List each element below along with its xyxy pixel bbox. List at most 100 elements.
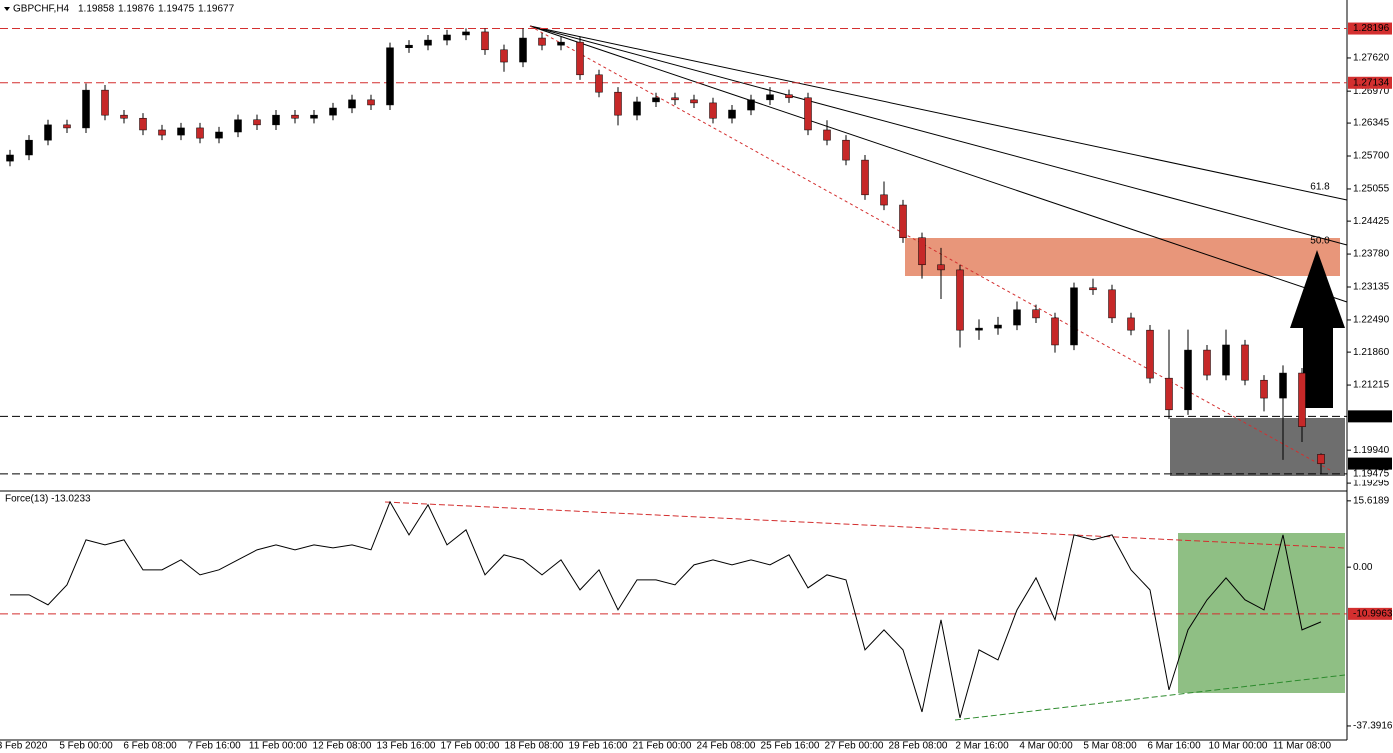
x-tick-label: 6 Feb 08:00 (123, 741, 177, 752)
symbol: GBPCHF,H4 (13, 4, 70, 15)
x-tick-label: 19 Feb 16:00 (569, 741, 628, 752)
candle-body (690, 99, 698, 104)
candle-body (1089, 287, 1097, 291)
candle-body (500, 49, 508, 63)
x-tick-label: 21 Feb 00:00 (633, 741, 692, 752)
x-tick-label: 18 Feb 08:00 (505, 741, 564, 752)
candle-body (823, 129, 831, 141)
x-tick-label: 25 Feb 16:00 (761, 741, 820, 752)
candle-body (842, 139, 850, 161)
candle-body (576, 41, 584, 76)
candle-body (747, 99, 755, 111)
candle-body (253, 119, 261, 126)
y-tick-label: 1.26970 (1353, 86, 1390, 97)
candle-body (82, 89, 90, 129)
ohlc: 1.19677 (198, 4, 235, 15)
level-label-bg (1348, 76, 1392, 89)
candle-body (424, 39, 432, 46)
ohlc: 1.19475 (158, 4, 195, 15)
candle-body (234, 119, 242, 133)
candle-body (481, 31, 489, 51)
y-tick-label: 1.27620 (1353, 53, 1390, 64)
x-tick-label: 6 Mar 16:00 (1147, 741, 1201, 752)
y-tick-label: 1.25700 (1353, 151, 1390, 162)
x-tick-label: 24 Feb 08:00 (697, 741, 756, 752)
candle-body (291, 114, 299, 119)
candle-body (215, 131, 223, 139)
candle-body (348, 99, 356, 109)
x-tick-label: 5 Mar 08:00 (1083, 741, 1137, 752)
x-tick-label: 3 Feb 2020 (0, 741, 48, 752)
y-tick-label: 1.19295 (1353, 478, 1390, 489)
trend-line (384, 501, 1346, 549)
candle-body (6, 154, 14, 162)
candle-body (462, 31, 470, 36)
candle-body (405, 44, 413, 48)
level-label-bg (1348, 410, 1392, 423)
candle-body (1279, 372, 1287, 399)
candle-body (861, 159, 869, 196)
candle-body (329, 107, 337, 116)
level-label-bg (1348, 607, 1392, 620)
candle-body (652, 97, 660, 103)
candle-body (937, 264, 945, 271)
y-tick-label: 1.25055 (1353, 184, 1390, 195)
indicator-title: Force(13) -13.0233 (5, 494, 91, 505)
y-tick-label: 15.6189 (1353, 495, 1390, 506)
candle-body (1108, 289, 1116, 319)
candle-body (196, 127, 204, 139)
candle-body (1127, 317, 1135, 331)
candle-body (25, 139, 33, 156)
level-label-bg (1348, 467, 1392, 480)
candle-body (44, 124, 52, 141)
trend-line (954, 674, 1346, 721)
ohlc: 1.19858 (78, 4, 115, 15)
candle-body (880, 194, 888, 206)
x-tick-label: 28 Feb 08:00 (889, 741, 948, 752)
fan-label: 61.8 (1310, 182, 1330, 193)
candle-body (975, 327, 983, 331)
x-tick-label: 27 Feb 00:00 (825, 741, 884, 752)
candle-body (272, 114, 280, 126)
x-tick-label: 5 Feb 00:00 (59, 741, 113, 752)
indicator-zone (1178, 533, 1345, 693)
candle-body (443, 34, 451, 41)
candle-body (1298, 372, 1306, 427)
candle-body (1070, 287, 1078, 346)
x-tick-label: 17 Feb 00:00 (441, 741, 500, 752)
candle-body (785, 94, 793, 99)
candle-body (63, 124, 71, 129)
support-zone (1170, 418, 1345, 476)
candle-body (386, 47, 394, 106)
level-label: -10.9963 (1353, 609, 1393, 620)
candle-body (1260, 379, 1268, 399)
candle-body (956, 269, 964, 331)
candle-body (538, 37, 546, 46)
x-tick-label: 10 Mar 00:00 (1209, 741, 1268, 752)
candle-body (1241, 344, 1249, 381)
level-label: 1.28196 (1353, 23, 1390, 34)
y-tick-label: 1.22490 (1353, 315, 1390, 326)
x-tick-label: 2 Mar 16:00 (955, 741, 1009, 752)
y-tick-label: 1.21860 (1353, 347, 1390, 358)
candle-body (728, 109, 736, 119)
candle-body (918, 237, 926, 266)
y-tick-label: 1.24425 (1353, 216, 1390, 227)
y-tick-label: -37.3916 (1353, 721, 1393, 732)
level-label-bg (1348, 22, 1392, 35)
candle-body (158, 129, 166, 136)
y-tick-label: 0.00 (1353, 562, 1373, 573)
candle-body (1146, 329, 1154, 379)
candle-body (557, 41, 565, 46)
level-label-bg (1348, 457, 1392, 470)
x-tick-label: 4 Mar 00:00 (1019, 741, 1073, 752)
y-tick-label: 1.21215 (1353, 380, 1390, 391)
candle-body (1032, 309, 1040, 319)
candle-body (994, 324, 1002, 329)
candle-body (804, 97, 812, 131)
candle-body (1165, 377, 1173, 411)
candle-body (633, 101, 641, 116)
candle-body (709, 102, 717, 119)
candle-body (1317, 454, 1325, 464)
